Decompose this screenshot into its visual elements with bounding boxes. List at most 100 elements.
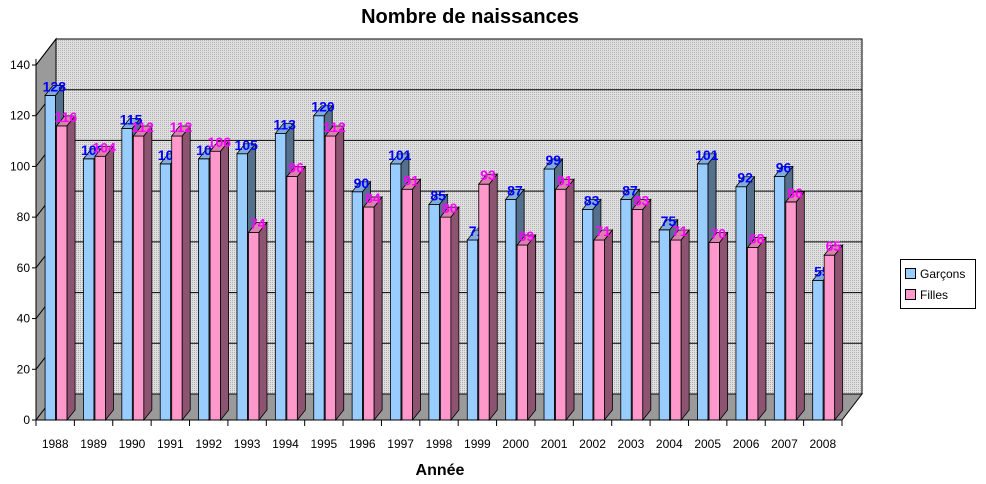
legend-item-boys: Garçons	[905, 263, 971, 284]
x-tick-label: 1998	[426, 437, 453, 451]
y-tick-label: 140	[10, 58, 30, 72]
data-label: 70	[711, 226, 727, 242]
bar-boys-1996	[351, 191, 364, 421]
x-tick-label: 1988	[42, 437, 69, 451]
data-label: 105	[235, 137, 259, 153]
data-label: 92	[737, 170, 753, 186]
data-label: 69	[519, 228, 535, 244]
data-label: 93	[480, 167, 496, 183]
bar-girls-side-2004	[680, 228, 690, 422]
data-label: 84	[365, 190, 381, 206]
bar-girls-1992	[209, 150, 221, 421]
data-label: 87	[622, 182, 638, 198]
bar-girls-side-1989	[105, 145, 114, 422]
x-tick-label: 2006	[733, 437, 760, 451]
bar-girls-1988	[56, 125, 68, 421]
x-tick-label: 2004	[656, 437, 683, 451]
x-tick-label: 1994	[272, 437, 299, 451]
bar-girls-1989	[94, 155, 106, 421]
bar-girls-side-1996	[373, 195, 383, 422]
bar-girls-1994	[286, 176, 298, 421]
bar-boys-2002	[582, 209, 594, 421]
bar-boys-1990	[121, 127, 133, 421]
bar-girls-side-1997	[412, 178, 421, 422]
data-label: 101	[388, 147, 412, 163]
bar-girls-2000	[516, 244, 529, 421]
data-label: 104	[93, 139, 117, 155]
bar-girls-side-2002	[604, 228, 613, 422]
legend-item-girls: Filles	[905, 284, 971, 305]
data-label: 106	[208, 134, 232, 150]
data-label: 113	[273, 116, 296, 132]
x-tick-label: 2002	[579, 437, 606, 451]
bar-girls-2005	[708, 242, 720, 421]
x-tick-label: 1990	[119, 437, 146, 451]
bar-girls-2002	[593, 239, 605, 421]
bar-boys-2008	[812, 280, 824, 421]
data-label: 112	[131, 119, 154, 135]
y-tick-label: 60	[17, 261, 31, 275]
bar-boys-1991	[159, 163, 172, 421]
bar-girls-side-1994	[296, 165, 306, 422]
x-tick-label: 2005	[694, 437, 721, 451]
data-label: 71	[595, 223, 611, 239]
legend-swatch-boys	[905, 268, 916, 279]
bar-boys-2005	[697, 163, 709, 421]
data-label: 86	[787, 185, 803, 201]
data-label: 74	[250, 215, 266, 231]
bar-boys-1993	[236, 153, 248, 421]
data-label: 71	[672, 223, 688, 239]
bar-boys-1999	[466, 239, 479, 421]
bar-girls-side-1991	[181, 124, 191, 422]
data-label: 101	[695, 147, 719, 163]
data-label: 83	[584, 193, 600, 209]
bar-boys-1998	[428, 204, 440, 421]
data-label: 87	[507, 182, 523, 198]
legend: Garçons Filles	[900, 259, 976, 309]
bar-girls-side-2008	[834, 244, 844, 422]
x-tick-label: 2000	[502, 437, 529, 451]
bar-girls-1993	[248, 231, 260, 421]
data-label: 80	[442, 200, 458, 216]
bar-girls-1991	[171, 135, 183, 421]
x-tick-label: 2007	[771, 437, 798, 451]
x-tick-label: 1996	[349, 437, 376, 451]
x-axis-label: Année	[415, 462, 465, 479]
chart-title: Nombre de naissances	[361, 6, 579, 28]
data-label: 85	[430, 187, 446, 203]
bar-boys-2001	[543, 168, 555, 421]
y-tick-label: 80	[17, 210, 31, 224]
data-label: 68	[749, 231, 765, 247]
y-tick-label: 120	[10, 109, 30, 123]
bar-girls-side-2006	[757, 236, 767, 422]
y-tick-label: 40	[17, 312, 31, 326]
legend-label-boys: Garçons	[920, 266, 966, 281]
bar-boys-1997	[390, 163, 402, 421]
data-label: 116	[55, 109, 78, 125]
bar-girls-1998	[439, 216, 452, 421]
bar-girls-side-1988	[66, 114, 76, 422]
bar-boys-1995	[313, 115, 325, 421]
data-label: 115	[120, 111, 143, 127]
bar-boys-1994	[274, 133, 287, 421]
data-label: 112	[170, 119, 193, 135]
bar-girls-side-1999	[488, 173, 498, 422]
bar-girls-side-2000	[527, 233, 537, 422]
bar-boys-2006	[735, 186, 747, 421]
x-tick-label: 1993	[234, 437, 261, 451]
data-label: 96	[776, 160, 792, 176]
bar-girls-2007	[785, 201, 797, 421]
data-label: 83	[634, 193, 650, 209]
bar-girls-2008	[823, 254, 836, 421]
bar-girls-2003	[631, 209, 644, 421]
legend-swatch-girls	[905, 289, 916, 300]
bar-girls-side-1998	[450, 206, 460, 422]
x-tick-label: 1999	[464, 437, 491, 451]
data-label: 128	[43, 78, 67, 94]
bar-girls-2004	[670, 239, 682, 421]
data-label: 91	[403, 172, 419, 188]
x-tick-label: 1995	[311, 437, 338, 451]
data-label: 112	[323, 119, 346, 135]
data-label: 120	[311, 99, 335, 115]
